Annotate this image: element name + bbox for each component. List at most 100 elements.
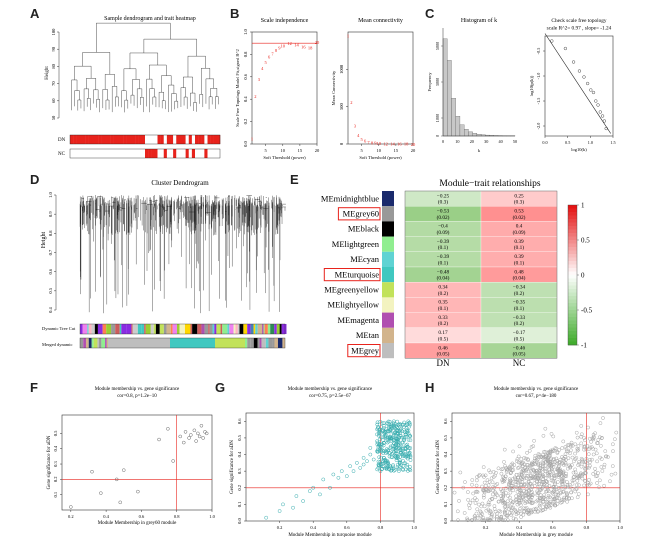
heatmap-cell-nc [113,149,118,158]
dynamic-color-band [141,324,145,334]
data-point [502,509,507,514]
data-point [391,451,395,456]
data-point [474,483,479,488]
merged-color-band [105,338,107,348]
data-point [591,437,596,442]
histogram-bar [451,98,456,137]
merged-color-band [108,338,170,348]
data-point [483,483,488,488]
data-point [375,422,380,427]
data-point [399,444,404,449]
cell-correlation: −0.35 [513,300,526,306]
heatmap-cell-nc [98,149,102,158]
data-point [582,436,586,440]
data-point [541,484,545,489]
data-point [482,488,487,492]
legend-color-step [568,268,577,272]
data-point [375,442,380,447]
data-point [377,463,381,467]
data-point [294,494,299,498]
data-point [604,126,608,131]
data-point [522,456,527,460]
plot-title: Module membership vs. gene significance [288,387,373,392]
dynamic-color-band [214,324,217,334]
data-point [492,504,497,508]
data-point [388,424,393,429]
y-tick-label: 0.2 [237,485,242,491]
data-point [391,464,395,469]
data-point [396,467,401,471]
data-point [583,466,588,471]
data-point [563,462,568,467]
tree-branch [82,52,111,75]
legend-color-step [568,338,577,342]
data-point [575,448,580,453]
y-tick-label: 0.0 [243,140,248,146]
data-point [589,439,593,444]
merged-color-band [272,338,275,348]
legend-color-step [568,341,577,346]
tree-branch [77,99,82,111]
panel-label-a: A [30,6,40,21]
data-point [398,429,403,433]
heatmap-cell-nc [138,149,143,158]
data-point [470,518,474,523]
data-point [395,454,400,459]
legend-color-step [568,317,577,321]
data-point [567,463,572,468]
data-point [584,456,589,461]
x-tick-label: 15 [394,148,399,153]
heatmap-cell-dn [213,135,218,144]
dynamic-color-band [247,324,251,334]
data-point [587,447,592,451]
plot-frame [347,31,414,145]
data-point [602,462,607,467]
data-point [511,449,515,454]
data-point [529,469,533,473]
data-point [473,490,478,494]
x-axis-label: log10(k) [571,147,587,152]
data-point [587,477,591,482]
data-point [546,493,551,498]
panel-g-turquoise-scatter: Module membership vs. gene significance c… [230,387,418,538]
legend-color-step [568,275,577,279]
data-point [547,474,552,479]
dynamic-color-band [102,324,107,334]
legend-tick-label: 0 [581,272,585,280]
point-label: 10 [377,141,382,146]
dynamic-color-band [170,324,173,334]
heatmap-cell-dn [79,135,83,144]
data-point [552,457,556,461]
data-point [613,471,618,476]
legend-color-step [568,261,577,265]
data-point [561,463,566,467]
dynamic-color-band [257,324,263,334]
data-point [336,475,341,480]
module-swatch [382,343,394,359]
point-label: 16 [301,45,306,50]
cell-pvalue: (0.09) [437,229,450,236]
data-point [505,503,510,508]
data-point [602,465,606,470]
cell-correlation: 0.39 [514,239,524,245]
data-point [570,443,575,448]
data-point [536,482,541,486]
heatmap-cell-nc [76,149,80,158]
data-point [396,436,401,441]
data-point [506,518,510,523]
tree-branch [96,99,100,113]
data-point [401,468,406,472]
data-point [546,457,551,461]
data-point [528,487,533,492]
data-point [523,494,528,498]
y-tick-label: 0.8 [243,51,248,57]
heatmap-cell-dn [110,135,114,144]
heatmap-cell-dn [120,135,124,144]
panel-d-row-merged: Merged dynamic [42,342,73,347]
data-point [388,434,393,439]
heatmap-cell-nc [185,149,189,158]
data-point [565,483,570,487]
y-tick-label: 0.6 [443,418,448,424]
data-point [405,444,410,449]
data-point [406,437,411,442]
